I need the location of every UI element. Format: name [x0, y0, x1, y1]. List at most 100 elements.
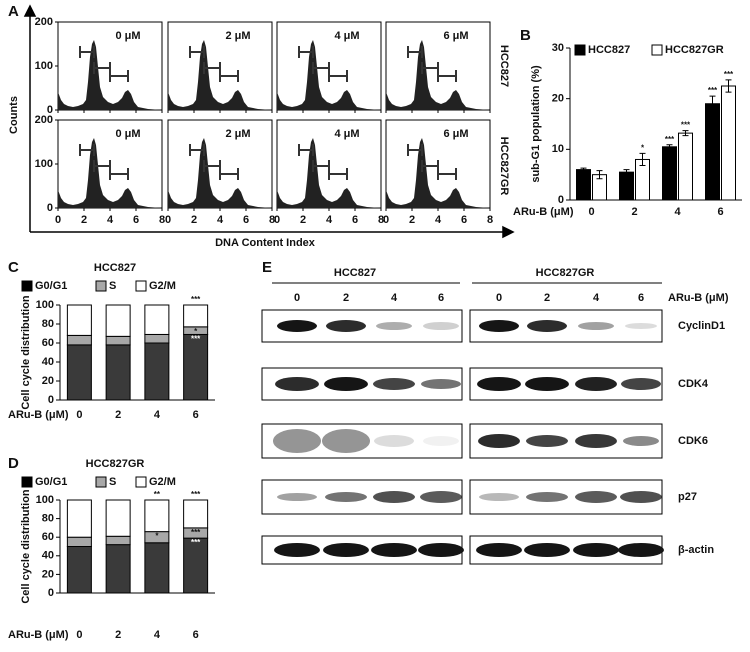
x-tick-label: 0	[165, 214, 171, 226]
x-tick-label: 2	[191, 214, 197, 226]
significance: ***	[191, 528, 201, 537]
protein-label: CDK6	[678, 435, 708, 447]
y-tick-label: 100	[35, 60, 53, 72]
x-tick-label: 0	[588, 206, 594, 218]
y-tick-label: 30	[552, 42, 564, 54]
y-tick-label: 20	[42, 375, 54, 387]
x-axis-label: ARu-B (μM)	[8, 629, 69, 641]
dose-label: 2 μM	[225, 128, 250, 140]
y-tick-label: 10	[552, 143, 564, 155]
x-tick-label: 4	[435, 214, 442, 226]
y-tick-label: 40	[42, 550, 54, 562]
significance: ***	[708, 86, 718, 95]
x-tick-label: 0	[274, 214, 280, 226]
bar-segment	[66, 334, 92, 346]
x-tick-label: 2	[81, 214, 87, 226]
legend-label: S	[109, 476, 116, 488]
significance: ***	[724, 70, 734, 79]
x-axis-label: DNA Content Index	[215, 237, 316, 249]
x-tick-label: 8	[159, 214, 165, 226]
lane-label: 4	[391, 292, 398, 304]
x-tick-label: 4	[674, 206, 681, 218]
y-tick-label: 80	[42, 318, 54, 330]
bar-segment	[144, 342, 170, 401]
bar	[576, 169, 591, 201]
dose-label: 4 μM	[334, 128, 359, 140]
dose-label: 6 μM	[443, 128, 468, 140]
y-axis-label: Cell cycle distribution	[20, 295, 32, 410]
panel-label: A	[8, 3, 19, 20]
y-tick-label: 60	[42, 531, 54, 543]
bar-segment	[183, 499, 209, 529]
panel-label: E	[262, 259, 272, 276]
lane-label: 6	[438, 292, 444, 304]
error-bar	[639, 152, 646, 167]
significance: *	[155, 532, 159, 541]
y-tick-label: 0	[47, 104, 53, 116]
panel-label: D	[8, 455, 19, 472]
bar-segment	[66, 536, 92, 548]
significance: ***	[191, 538, 201, 547]
legend-label: G2/M	[149, 476, 176, 488]
dose-label: 2 μM	[225, 30, 250, 42]
bar-segment	[66, 344, 92, 401]
y-axis-label: Counts	[8, 96, 20, 134]
error-bar	[709, 95, 716, 112]
legend-label: G2/M	[149, 280, 176, 292]
error-bar	[596, 170, 603, 180]
bar	[678, 132, 693, 201]
x-tick-label: 6	[243, 214, 249, 226]
x-tick-label: 4	[154, 629, 161, 641]
x-tick-label: 0	[383, 214, 389, 226]
x-tick-label: 6	[352, 214, 358, 226]
legend-label: G0/G1	[35, 476, 67, 488]
significance: ***	[191, 335, 201, 344]
significance: ***	[191, 490, 201, 499]
chart-title: HCC827GR	[86, 458, 145, 470]
legend-label: S	[109, 280, 116, 292]
x-axis-label: ARu-B (μM)	[513, 206, 574, 218]
legend-label: HCC827	[588, 44, 630, 56]
legend-swatch	[95, 476, 107, 488]
x-tick-label: 2	[115, 409, 121, 421]
x-tick-label: 6	[133, 214, 139, 226]
error-bar	[623, 169, 630, 176]
dose-label: 4 μM	[334, 30, 359, 42]
row-label: HCC827	[498, 45, 510, 87]
y-axis-label: sub-G1 population (%)	[530, 65, 542, 183]
bar-segment	[105, 544, 131, 594]
significance: **	[154, 490, 161, 499]
bar-segment	[144, 304, 170, 335]
x-tick-label: 6	[193, 629, 199, 641]
x-tick-label: 6	[717, 206, 723, 218]
significance: *	[641, 143, 645, 152]
y-tick-label: 80	[42, 513, 54, 525]
blots	[261, 282, 664, 565]
axis-arrows	[23, 4, 515, 239]
significance: ***	[191, 295, 201, 304]
bar-segment	[105, 344, 131, 401]
panel-label: B	[520, 27, 531, 44]
x-tick-label: 0	[55, 214, 61, 226]
y-axis-label: Cell cycle distribution	[20, 489, 32, 604]
y-tick-label: 0	[47, 202, 53, 214]
dose-label: ARu-B (μM)	[668, 292, 729, 304]
bar-segment	[183, 304, 209, 328]
y-tick-label: 60	[42, 337, 54, 349]
lane-label: 0	[496, 292, 502, 304]
x-tick-label: 8	[269, 214, 275, 226]
legend-label: HCC827GR	[665, 44, 724, 56]
error-bar	[666, 144, 673, 150]
bar	[619, 171, 634, 201]
protein-label: β-actin	[678, 544, 714, 556]
bar-segment	[144, 499, 170, 533]
y-tick-label: 20	[552, 93, 564, 105]
cell-line-header: HCC827	[334, 267, 376, 279]
x-axis-label: ARu-B (μM)	[8, 409, 69, 421]
legend-swatch	[135, 476, 147, 488]
x-tick-label: 6	[461, 214, 467, 226]
y-tick-label: 100	[36, 494, 54, 506]
x-tick-label: 4	[154, 409, 161, 421]
x-tick-label: 2	[409, 214, 415, 226]
